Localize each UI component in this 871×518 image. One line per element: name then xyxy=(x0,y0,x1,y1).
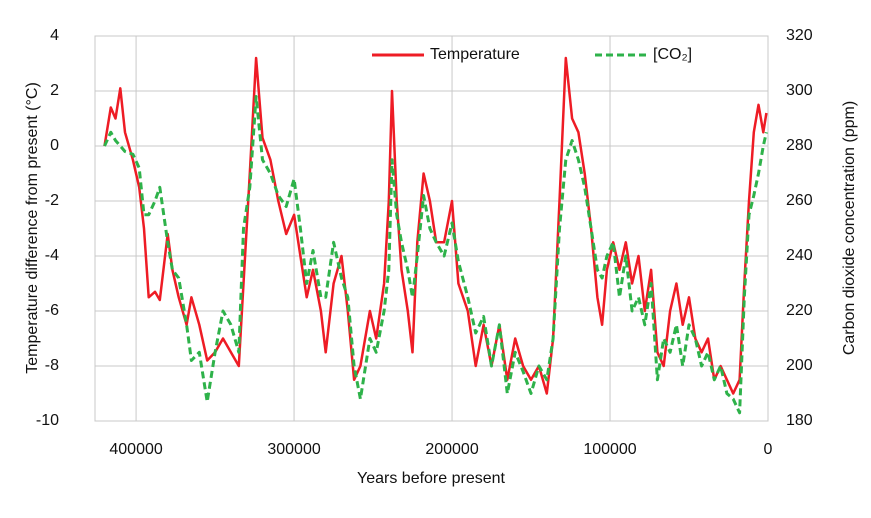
y2-tick-label: 240 xyxy=(786,247,813,264)
y2-tick-label: 220 xyxy=(786,302,813,319)
y-tick-label: -8 xyxy=(45,357,59,374)
data-line xyxy=(103,56,768,395)
y-tick-label: -4 xyxy=(45,247,59,264)
legend-label: Temperature xyxy=(430,46,520,63)
y-tick-label: -6 xyxy=(45,302,59,319)
y-tick-label: -2 xyxy=(45,192,59,209)
legend-label: [CO₂] xyxy=(653,46,692,63)
data-line xyxy=(103,95,768,415)
y2-axis-title: Carbon dioxide concentration (ppm) xyxy=(841,101,858,355)
y2-tick-label: 320 xyxy=(786,27,813,44)
y-tick-label: 4 xyxy=(50,27,59,44)
y2-tick-label: 260 xyxy=(786,192,813,209)
y2-tick-label: 200 xyxy=(786,357,813,374)
y-tick-label: 2 xyxy=(50,82,59,99)
y-tick-label: -10 xyxy=(36,412,59,429)
y-axis-title: Temperature difference from present (°C) xyxy=(24,82,41,374)
x-tick-label: 300000 xyxy=(267,441,320,458)
x-tick-label: 0 xyxy=(764,441,773,458)
x-tick-label: 400000 xyxy=(109,441,162,458)
y2-tick-label: 180 xyxy=(786,412,813,429)
x-tick-label: 200000 xyxy=(425,441,478,458)
y2-tick-label: 300 xyxy=(786,82,813,99)
x-axis-title: Years before present xyxy=(357,470,506,487)
x-tick-label: 100000 xyxy=(583,441,636,458)
y2-tick-label: 280 xyxy=(786,137,813,154)
y-tick-label: 0 xyxy=(50,137,59,154)
